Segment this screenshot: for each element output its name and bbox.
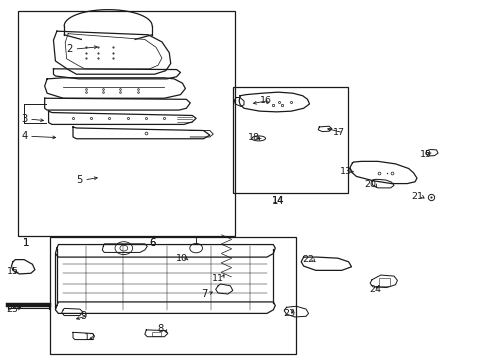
Text: 11: 11 — [212, 274, 224, 283]
Text: 7: 7 — [201, 289, 207, 299]
Bar — [233, 87, 347, 193]
Text: 4: 4 — [21, 131, 27, 141]
Text: 9: 9 — [80, 311, 87, 320]
Bar — [379, 278, 390, 286]
Bar — [18, 12, 235, 235]
Text: 20: 20 — [365, 180, 377, 189]
Bar — [152, 332, 161, 336]
Text: 15: 15 — [6, 267, 19, 276]
Text: 3: 3 — [21, 114, 27, 124]
Text: 19: 19 — [420, 150, 432, 159]
Text: 17: 17 — [333, 128, 345, 137]
Text: 13: 13 — [340, 167, 352, 176]
Text: 1: 1 — [23, 238, 29, 248]
Text: 6: 6 — [150, 238, 156, 248]
Bar — [49, 237, 296, 354]
Text: 14: 14 — [272, 196, 284, 205]
Text: 16: 16 — [260, 96, 271, 105]
Text: 2: 2 — [67, 44, 73, 54]
Text: 1: 1 — [23, 238, 29, 248]
Text: 24: 24 — [369, 285, 382, 294]
Text: 6: 6 — [150, 238, 156, 248]
Text: 23: 23 — [283, 309, 295, 318]
Text: 10: 10 — [175, 254, 188, 263]
Text: 25: 25 — [6, 305, 19, 314]
Text: 22: 22 — [303, 255, 315, 264]
Text: 14: 14 — [272, 196, 285, 206]
Text: 12: 12 — [84, 333, 96, 342]
Text: 21: 21 — [411, 192, 423, 201]
Text: 5: 5 — [76, 175, 83, 185]
Text: 18: 18 — [247, 133, 259, 142]
Text: 8: 8 — [157, 324, 163, 334]
